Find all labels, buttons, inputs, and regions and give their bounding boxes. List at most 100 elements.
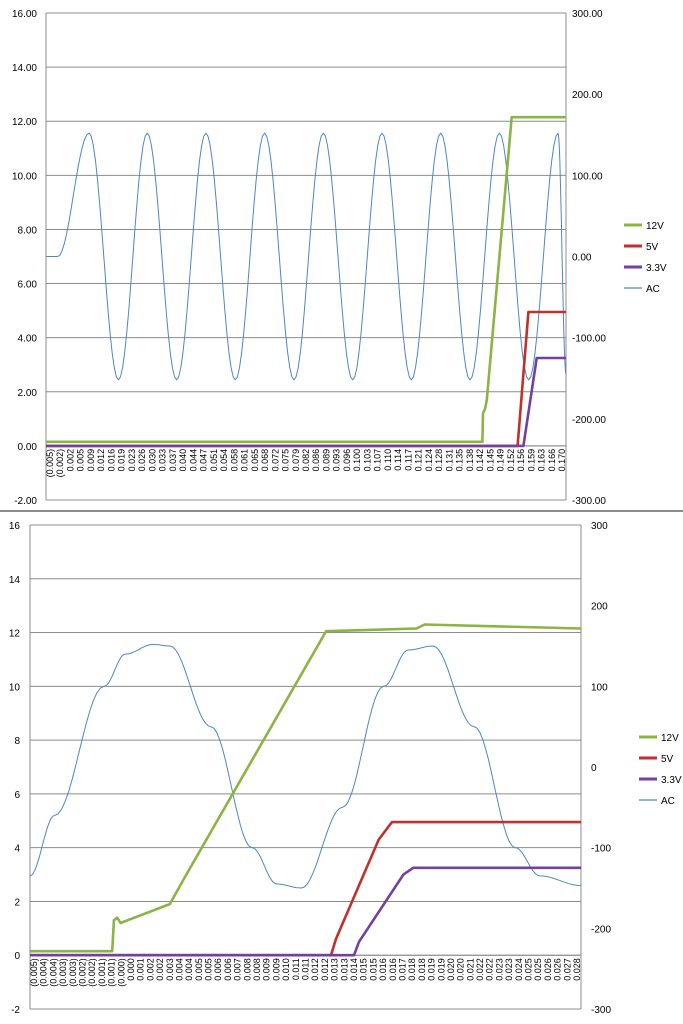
x-tick-label: 0.024	[514, 958, 524, 981]
legend-label: 12V	[661, 733, 679, 744]
x-tick-label: 0.082	[301, 449, 311, 472]
x-tick-label: (0.005)	[45, 449, 55, 478]
series-line-ac	[46, 132, 567, 381]
y-tick-label-right: 0	[591, 763, 597, 774]
chart-bottom: -2 0 2 4 6 8 10 12 14 16 -300 -200 -100 0 100 200 300 (0.…	[0, 512, 683, 1024]
x-tick-label: (0.004)	[48, 958, 58, 987]
x-tick-label: 0.030	[147, 449, 157, 472]
x-tick-label: 0.005	[194, 958, 204, 981]
y-tick-label-left: 8	[14, 736, 20, 747]
x-tick-label: 0.016	[106, 449, 116, 472]
x-tick-label: (0.001)	[97, 958, 107, 987]
x-tick-label: 0.026	[553, 958, 563, 981]
x-tick-label: 0.016	[388, 958, 398, 981]
x-tick-label: 0.025	[533, 958, 543, 981]
x-tick-label: 0.022	[475, 958, 485, 981]
x-tick-label: 0.019	[427, 958, 437, 981]
x-tick-label: 0.026	[137, 449, 147, 472]
legend-label: AC	[646, 284, 660, 295]
x-tick-label: (0.003)	[58, 958, 68, 987]
legend-label: 12V	[646, 221, 664, 232]
x-tick-label: 0.023	[504, 958, 514, 981]
y-tick-label-right: -200.00	[572, 415, 606, 426]
y-tick-label-left: -2	[11, 1005, 20, 1016]
x-tick-label: 0.054	[219, 449, 229, 472]
x-tick-label: 0.040	[178, 449, 188, 472]
x-tick-label: 0.089	[321, 449, 331, 472]
y-tick-label-left: 10	[9, 682, 21, 693]
x-tick-label: 0.114	[393, 449, 403, 471]
x-tick-label: 0.068	[260, 449, 270, 472]
x-tick-label: 0.093	[332, 449, 342, 472]
x-tick-label: (0.003)	[68, 958, 78, 987]
x-tick-label: 0.018	[417, 958, 427, 981]
x-tick-label: 0.009	[86, 449, 96, 472]
y-tick-label-left: 12	[9, 629, 21, 640]
x-tick-label: 0.058	[229, 449, 239, 472]
x-tick-label: 0.002	[155, 958, 165, 981]
x-tick-label: 0.003	[165, 958, 175, 981]
x-tick-label: 0.005	[76, 449, 86, 472]
x-tick-label: 0.027	[562, 958, 572, 981]
chart-top-canvas: -2.00 0.00 2.00 4.00 6.00 8.00 10.00 12.00 14.00…	[12, 9, 667, 507]
y-tick-label-left: 0.00	[18, 442, 38, 453]
y-tick-label-right: -200	[591, 924, 611, 935]
series-line-12v	[46, 115, 566, 444]
y-tick-label-left: 0	[14, 951, 20, 962]
x-tick-label: 0.006	[223, 958, 233, 981]
x-tick-label: 0.142	[475, 449, 485, 472]
x-tick-label: 0.163	[537, 449, 547, 472]
x-tick-label: 0.010	[281, 958, 291, 981]
x-tick-label: (0.002)	[55, 449, 65, 478]
x-tick-label: 0.072	[270, 449, 280, 472]
x-tick-label: 0.025	[524, 958, 534, 981]
series-line-12v	[30, 623, 582, 953]
y-tick-label-right: 300.00	[572, 9, 603, 20]
y-tick-label-right: -100.00	[572, 334, 606, 345]
chart-top: -2.00 0.00 2.00 4.00 6.00 8.00 10.00 12.00 14.00…	[0, 0, 683, 511]
x-tick-label: 0.021	[465, 958, 475, 981]
x-tick-label: 0.009	[271, 958, 281, 981]
x-tick-label: 0.026	[543, 958, 553, 981]
x-tick-label: 0.020	[446, 958, 456, 981]
x-tick-label: 0.016	[378, 958, 388, 981]
x-tick-label: 0.107	[373, 449, 383, 472]
x-tick-label: (0.002)	[87, 958, 97, 987]
y-tick-label-left: 14	[9, 575, 21, 586]
x-tick-label: 0.079	[291, 449, 301, 472]
x-tick-label: 0.023	[127, 449, 137, 472]
x-tick-label: (0.002)	[77, 958, 87, 987]
y-tick-label-left: -2.00	[14, 496, 37, 507]
x-tick-label: 0.011	[291, 958, 301, 980]
x-tick-label: 0.051	[209, 449, 219, 472]
x-tick-label: 0.138	[465, 449, 475, 472]
x-tick-label: 0.170	[557, 449, 567, 472]
x-tick-label: 0.037	[168, 449, 178, 472]
legend-label: 3.3V	[646, 263, 667, 274]
y-tick-label-right: 0.00	[572, 253, 592, 264]
x-tick-label: 0.004	[184, 958, 194, 981]
x-tick-label: 0.000	[126, 958, 136, 981]
x-tick-label: 0.149	[496, 449, 506, 472]
x-tick-label: 0.096	[342, 449, 352, 472]
legend-label: 5V	[646, 242, 659, 253]
x-tick-label: 0.156	[516, 449, 526, 472]
x-tick-label: 0.008	[252, 958, 262, 981]
x-tick-label: 0.159	[526, 449, 536, 472]
x-tick-label: 0.012	[320, 958, 330, 981]
x-tick-label: 0.075	[281, 449, 291, 472]
x-tick-label: 0.002	[65, 449, 75, 472]
y-tick-label-right: -100	[591, 844, 611, 855]
legend-label: AC	[661, 796, 675, 807]
y-tick-label-right: 300	[591, 521, 608, 532]
series-line-3-3v	[46, 356, 566, 448]
x-tick-label: 0.019	[117, 449, 127, 472]
x-tick-label: 0.124	[424, 449, 434, 472]
panel-divider	[0, 510, 683, 512]
x-tick-label: (0.000)	[116, 958, 126, 987]
y-tick-label-left: 14.00	[12, 63, 37, 74]
x-tick-label: (0.001)	[107, 958, 117, 987]
y-tick-label-right: -300.00	[572, 496, 606, 507]
x-tick-label: 0.014	[349, 958, 359, 981]
x-tick-label: 0.128	[434, 449, 444, 472]
